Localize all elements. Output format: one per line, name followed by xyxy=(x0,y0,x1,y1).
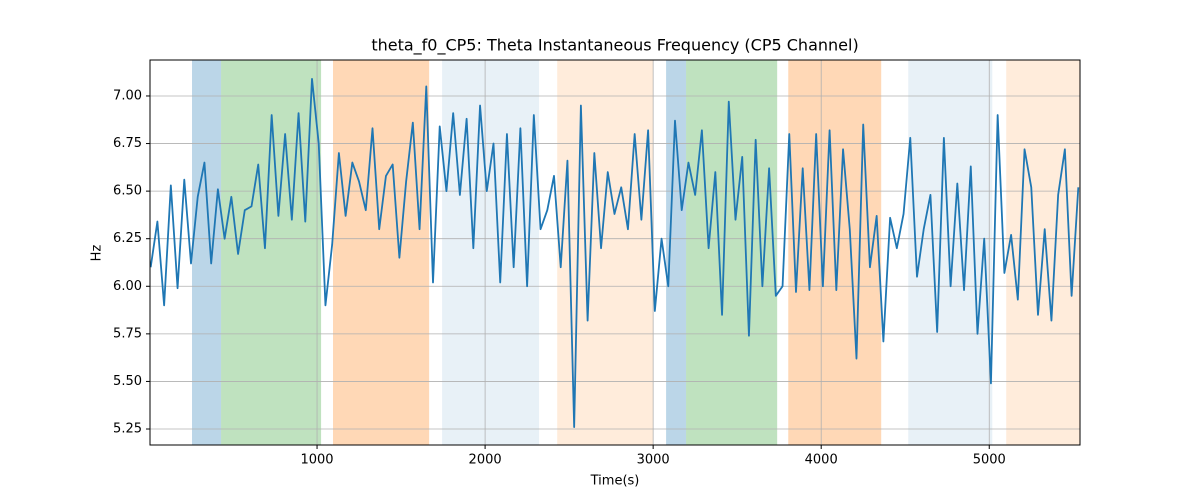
shaded-span xyxy=(333,60,430,445)
x-axis-label: Time(s) xyxy=(590,474,640,489)
plot-frame xyxy=(149,59,1081,446)
y-tick-label: 6.00 xyxy=(113,279,142,294)
x-tick-label: 5000 xyxy=(973,453,1006,468)
shaded-span xyxy=(908,60,993,445)
x-tick-label: 4000 xyxy=(805,453,838,468)
x-tick-label: 1000 xyxy=(300,453,333,468)
y-tick-label: 5.25 xyxy=(113,422,142,437)
y-tick-label: 5.50 xyxy=(113,374,142,389)
shaded-span xyxy=(666,60,687,445)
y-tick-label: 7.00 xyxy=(113,88,142,103)
y-tick-label: 5.75 xyxy=(113,326,142,341)
shaded-span xyxy=(192,60,222,445)
y-tick-label: 6.25 xyxy=(113,231,142,246)
y-tick-label: 6.50 xyxy=(113,184,142,199)
chart-title: theta_f0_CP5: Theta Instantaneous Freque… xyxy=(371,36,858,56)
x-tick-label: 3000 xyxy=(637,453,670,468)
shaded-span xyxy=(686,60,778,445)
y-tick-label: 6.75 xyxy=(113,136,142,151)
x-tick-label: 2000 xyxy=(469,453,502,468)
shaded-span xyxy=(442,60,540,445)
shaded-span xyxy=(557,60,654,445)
y-axis-label: Hz xyxy=(90,245,105,262)
data-line xyxy=(149,77,1080,429)
